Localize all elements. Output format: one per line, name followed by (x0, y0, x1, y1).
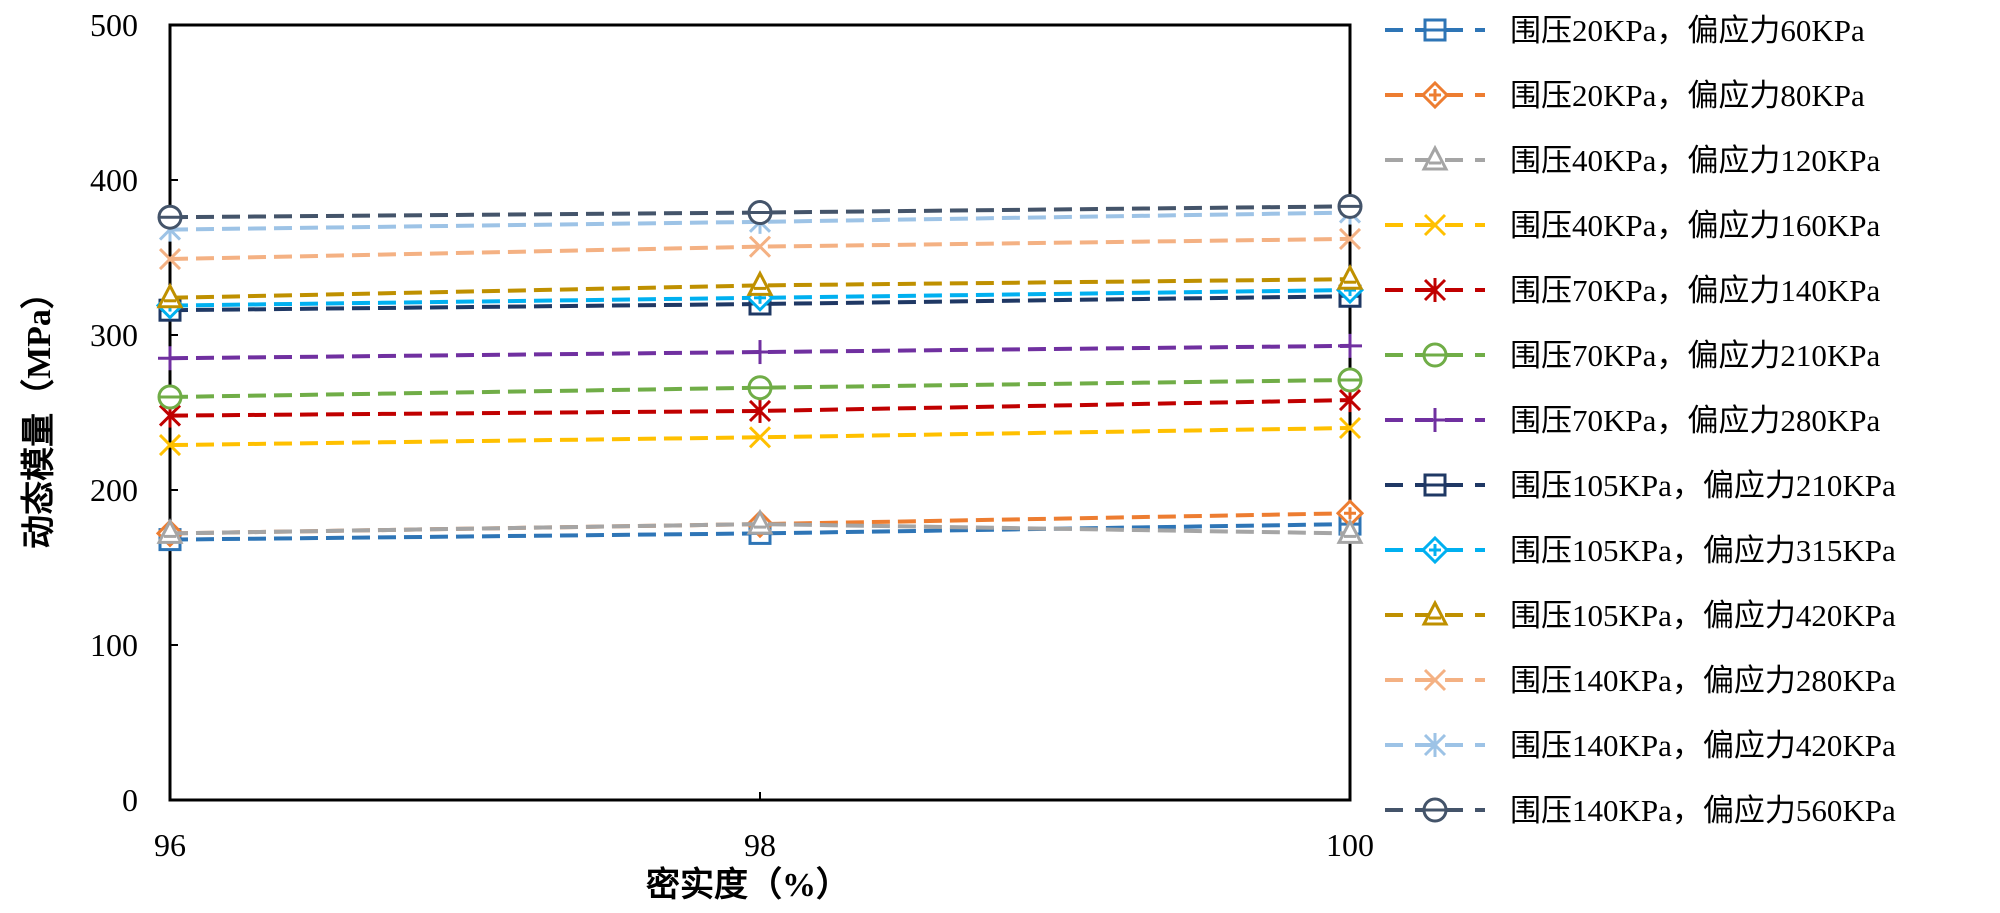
legend-label: 围压40KPa，偏应力160KPa (1510, 208, 1881, 243)
series-line (169, 343, 1351, 361)
series-3 (156, 508, 1364, 544)
legend-marker (1420, 80, 1450, 110)
series-line (169, 204, 1351, 220)
y-tick-label: 300 (90, 317, 138, 353)
data-point (747, 375, 773, 401)
series-line (169, 377, 1351, 399)
y-tick-label: 200 (90, 472, 138, 508)
y-tick-label: 100 (90, 627, 138, 663)
legend-item: 围压40KPa，偏应力120KPa (1385, 143, 1881, 178)
legend-item: 围压40KPa，偏应力160KPa (1385, 208, 1881, 243)
legend-item: 围压70KPa，偏应力140KPa (1385, 273, 1881, 308)
data-point (158, 247, 182, 271)
data-point (158, 433, 182, 457)
legend-marker (1423, 213, 1447, 237)
data-point (156, 518, 184, 544)
series-11 (158, 227, 1362, 271)
legend-item: 围压105KPa，偏应力420KPa (1385, 598, 1896, 633)
series-10 (156, 263, 1364, 309)
legend-marker (1420, 535, 1450, 565)
legend-marker (1423, 408, 1447, 432)
data-point (1338, 416, 1362, 440)
legend-label: 围压105KPa，偏应力210KPa (1510, 468, 1896, 503)
legend-marker (1422, 797, 1448, 823)
legend-label: 围压105KPa，偏应力420KPa (1510, 598, 1896, 633)
x-axis-label: 密实度（%） (646, 865, 850, 904)
legend-item: 围压20KPa，偏应力80KPa (1385, 78, 1865, 113)
legend-item: 围压140KPa，偏应力420KPa (1385, 728, 1896, 763)
x-tick-label: 96 (154, 827, 186, 863)
data-point (1337, 367, 1363, 393)
series-7 (158, 333, 1362, 371)
legend-label: 围压105KPa，偏应力315KPa (1510, 533, 1896, 568)
legend: 围压20KPa，偏应力60KPa 围压20KPa，偏应力80KPa 围压40KPa，… (1385, 13, 1896, 828)
legend-item: 围压140KPa，偏应力560KPa (1385, 793, 1896, 828)
x-tick-label: 98 (744, 827, 776, 863)
legend-item: 围压140KPa，偏应力280KPa (1385, 663, 1896, 698)
legend-marker (1423, 278, 1447, 302)
series-line (169, 398, 1351, 418)
data-point (1337, 193, 1363, 219)
legend-label: 围压140KPa，偏应力280KPa (1510, 663, 1896, 698)
x-tick-label: 100 (1326, 827, 1374, 863)
data-point (1336, 518, 1364, 544)
legend-item: 围压70KPa，偏应力210KPa (1385, 338, 1881, 373)
series-4 (158, 416, 1362, 457)
data-point (157, 204, 183, 230)
legend-marker (1423, 473, 1447, 497)
legend-label: 围压140KPa，偏应力560KPa (1510, 793, 1896, 828)
legend-item: 围压70KPa，偏应力280KPa (1385, 403, 1881, 438)
legend-item: 围压20KPa，偏应力60KPa (1385, 13, 1865, 48)
series-6 (157, 367, 1363, 410)
data-point (747, 200, 773, 226)
series-13 (157, 193, 1363, 230)
data-point (157, 384, 183, 410)
legend-label: 围压70KPa，偏应力140KPa (1510, 273, 1881, 308)
data-point (1336, 263, 1364, 290)
legend-label: 围压140KPa，偏应力420KPa (1510, 728, 1896, 763)
legend-label: 围压70KPa，偏应力280KPa (1510, 403, 1881, 438)
series-layer (155, 193, 1365, 552)
y-tick-label: 0 (122, 782, 138, 818)
y-tick-label: 500 (90, 7, 138, 43)
series-line (169, 277, 1351, 300)
series-line (169, 288, 1351, 308)
series-line (169, 294, 1351, 313)
series-line (169, 210, 1351, 232)
data-point (748, 398, 772, 423)
series-line (169, 522, 1351, 542)
data-point (746, 270, 774, 296)
legend-marker (1421, 144, 1449, 171)
legend-marker (1423, 733, 1447, 757)
legend-item: 围压105KPa，偏应力210KPa (1385, 468, 1896, 503)
legend-marker (1421, 599, 1449, 626)
y-axis-label: 动态模量（MPa） (19, 275, 58, 549)
legend-label: 围压20KPa，偏应力80KPa (1510, 78, 1865, 113)
series-line (169, 426, 1351, 448)
data-point (156, 282, 184, 309)
data-point (1338, 333, 1362, 358)
data-point (748, 235, 772, 258)
legend-label: 围压40KPa，偏应力120KPa (1510, 143, 1881, 178)
data-point (1338, 227, 1362, 250)
series-5 (158, 388, 1362, 428)
y-axis-ticks: 0 100 200 300 400 500 (90, 7, 178, 818)
series-line (169, 522, 1351, 536)
y-tick-label: 400 (90, 162, 138, 198)
legend-marker (1423, 18, 1447, 42)
legend-marker (1422, 342, 1448, 368)
series-line (169, 236, 1351, 262)
data-point (748, 340, 772, 365)
legend-item: 围压105KPa，偏应力315KPa (1385, 533, 1896, 568)
data-point (158, 346, 182, 371)
legend-label: 围压70KPa，偏应力210KPa (1510, 338, 1881, 373)
data-point (748, 426, 772, 449)
legend-marker (1423, 668, 1447, 692)
legend-label: 围压20KPa，偏应力60KPa (1510, 13, 1865, 48)
data-point (746, 508, 774, 535)
x-axis-ticks: 96 98 100 (154, 792, 1374, 863)
